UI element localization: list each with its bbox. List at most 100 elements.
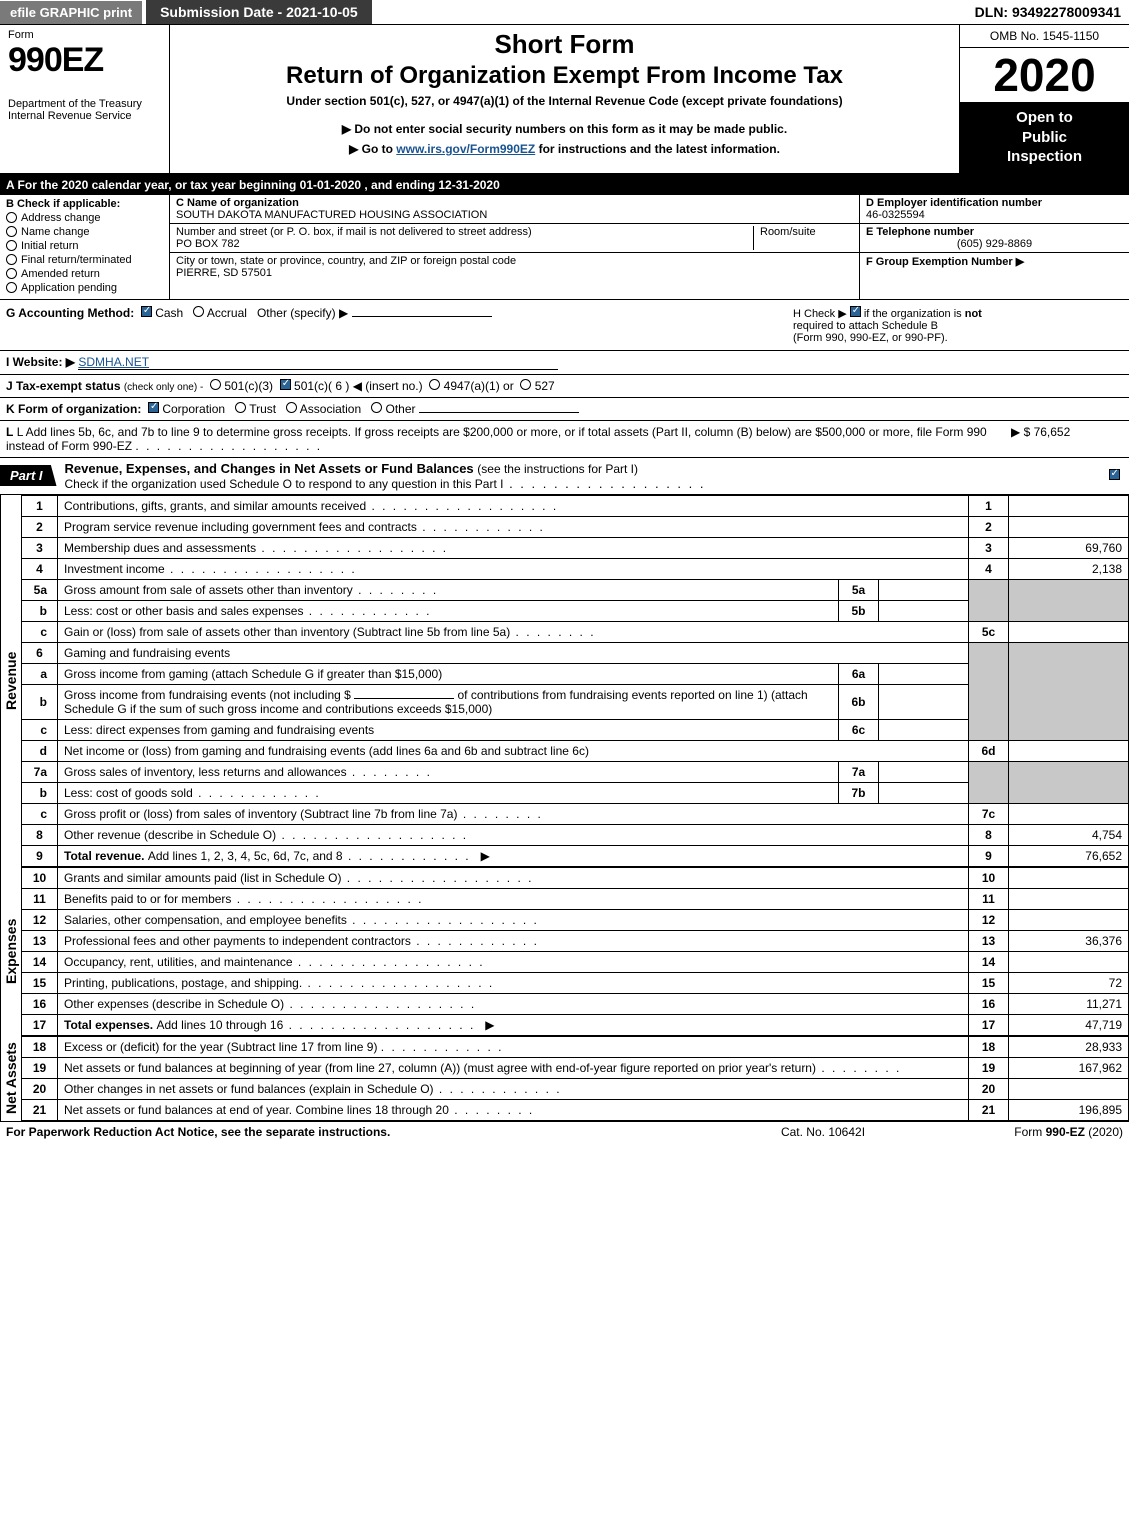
chk-amended-return[interactable] (6, 268, 17, 279)
l13-amt: 36,376 (1009, 930, 1129, 951)
l1-desc: Contributions, gifts, grants, and simila… (64, 499, 558, 513)
l17-pre: Total expenses. (64, 1018, 156, 1032)
lbl-address-change: Address change (21, 212, 101, 224)
l5c-amt (1009, 621, 1129, 642)
l6d-amt (1009, 740, 1129, 761)
l15-desc: Printing, publications, postage, and shi… (64, 976, 494, 990)
chk-application-pending[interactable] (6, 282, 17, 293)
i-website-link[interactable]: SDMHA.NET (78, 355, 558, 370)
lbl-trust: Trust (249, 402, 276, 416)
efile-print-button[interactable]: efile GRAPHIC print (0, 1, 142, 24)
do-not-enter: ▶ Do not enter social security numbers o… (182, 122, 947, 136)
row-a-tax-year: A For the 2020 calendar year, or tax yea… (0, 175, 1129, 195)
chk-4947[interactable] (429, 379, 440, 390)
header-right: OMB No. 1545-1150 2020 Open to Public In… (959, 25, 1129, 173)
chk-501c3[interactable] (210, 379, 221, 390)
h-text2: if the organization is (864, 308, 965, 320)
under-section: Under section 501(c), 527, or 4947(a)(1)… (182, 94, 947, 108)
line-5c: cGain or (loss) from sale of assets othe… (22, 621, 1129, 642)
goto-pre: ▶ Go to (349, 142, 396, 156)
chk-corporation[interactable] (148, 402, 159, 413)
l5b-desc: Less: cost or other basis and sales expe… (64, 604, 431, 618)
l9-desc: Add lines 1, 2, 3, 4, 5c, 6d, 7c, and 8 (148, 849, 471, 863)
l19-desc: Net assets or fund balances at beginning… (64, 1061, 901, 1075)
l16-amt: 11,271 (1009, 993, 1129, 1014)
lbl-501c3: 501(c)(3) (224, 379, 273, 393)
l5a-val (879, 579, 969, 600)
l7a-desc: Gross sales of inventory, less returns a… (64, 765, 432, 779)
row-j-exempt-status: J Tax-exempt status (check only one) - 5… (0, 375, 1129, 398)
chk-association[interactable] (286, 402, 297, 413)
line-10: 10Grants and similar amounts paid (list … (22, 867, 1129, 888)
h-text3: required to attach Schedule B (793, 320, 938, 332)
row-k-form-org: K Form of organization: Corporation Trus… (0, 398, 1129, 421)
open-inspection-box: Open to Public Inspection (960, 102, 1129, 173)
c-org-name: SOUTH DAKOTA MANUFACTURED HOUSING ASSOCI… (176, 209, 487, 221)
lbl-501c: 501(c)( 6 ) ◀ (insert no.) (294, 379, 423, 393)
l2-desc: Program service revenue including govern… (64, 520, 545, 534)
line-6d: dNet income or (loss) from gaming and fu… (22, 740, 1129, 761)
submission-date-button[interactable]: Submission Date - 2021-10-05 (146, 0, 372, 24)
line-4: 4Investment income42,138 (22, 558, 1129, 579)
chk-cash[interactable] (141, 306, 152, 317)
line-1: 1Contributions, gifts, grants, and simil… (22, 495, 1129, 516)
lbl-name-change: Name change (21, 226, 90, 238)
chk-other-org[interactable] (371, 402, 382, 413)
line-9: 9Total revenue. Add lines 1, 2, 3, 4, 5c… (22, 845, 1129, 866)
chk-name-change[interactable] (6, 226, 17, 237)
chk-address-change[interactable] (6, 212, 17, 223)
l14-amt (1009, 951, 1129, 972)
footer-right: Form 990-EZ (2020) (923, 1125, 1123, 1139)
l6b-blank (354, 698, 454, 699)
line-6b: bGross income from fundraising events (n… (22, 684, 1129, 719)
chk-527[interactable] (520, 379, 531, 390)
goto-link[interactable]: www.irs.gov/Form990EZ (396, 142, 535, 156)
line-2: 2Program service revenue including gover… (22, 516, 1129, 537)
chk-final-return[interactable] (6, 254, 17, 265)
chk-accrual[interactable] (193, 306, 204, 317)
l13-desc: Professional fees and other payments to … (64, 934, 539, 948)
footer-right-pre: Form (1014, 1125, 1045, 1139)
open-line1: Open to (964, 108, 1125, 128)
l17-amt: 47,719 (1009, 1014, 1129, 1035)
lbl-4947: 4947(a)(1) or (444, 379, 514, 393)
open-line2: Public (964, 128, 1125, 148)
l10-desc: Grants and similar amounts paid (list in… (64, 871, 533, 885)
line-5b: bLess: cost or other basis and sales exp… (22, 600, 1129, 621)
l5c-desc: Gain or (loss) from sale of assets other… (64, 625, 596, 639)
h-text1: H Check ▶ (793, 308, 847, 320)
chk-h-not-required[interactable] (850, 306, 861, 317)
other-org-line (419, 412, 579, 413)
chk-trust[interactable] (235, 402, 246, 413)
e-phone-label: E Telephone number (866, 226, 974, 238)
chk-501c[interactable] (280, 379, 291, 390)
l4-amt: 2,138 (1009, 558, 1129, 579)
dln-label: DLN: 93492278009341 (967, 0, 1129, 24)
netassets-section: Net Assets 18Excess or (deficit) for the… (0, 1036, 1129, 1121)
l18-desc: Excess or (deficit) for the year (Subtra… (64, 1040, 377, 1054)
l7c-amt (1009, 803, 1129, 824)
line-20: 20Other changes in net assets or fund ba… (22, 1078, 1129, 1099)
lbl-amended-return: Amended return (21, 268, 100, 280)
part1-tag: Part I (0, 465, 57, 486)
form-number: 990EZ (8, 41, 161, 80)
c-addr: PO BOX 782 (176, 238, 240, 250)
l7a-val (879, 761, 969, 782)
l11-amt (1009, 888, 1129, 909)
footer-right-bold: 990-EZ (1046, 1125, 1085, 1139)
line-6: 6Gaming and fundraising events (22, 642, 1129, 663)
l21-amt: 196,895 (1009, 1099, 1129, 1120)
l6b-desc1: Gross income from fundraising events (no… (64, 688, 351, 702)
c-room-label: Room/suite (760, 226, 816, 238)
side-revenue: Revenue (0, 495, 21, 867)
l9-pre: Total revenue. (64, 849, 148, 863)
chk-initial-return[interactable] (6, 240, 17, 251)
l12-desc: Salaries, other compensation, and employ… (64, 913, 539, 927)
k-label: K Form of organization: (6, 402, 141, 416)
short-form-title: Short Form (182, 29, 947, 60)
l3-amt: 69,760 (1009, 537, 1129, 558)
chk-schedule-o[interactable] (1109, 469, 1120, 480)
line-7c: cGross profit or (loss) from sales of in… (22, 803, 1129, 824)
return-title: Return of Organization Exempt From Incom… (182, 62, 947, 90)
line-7b: bLess: cost of goods sold7b (22, 782, 1129, 803)
